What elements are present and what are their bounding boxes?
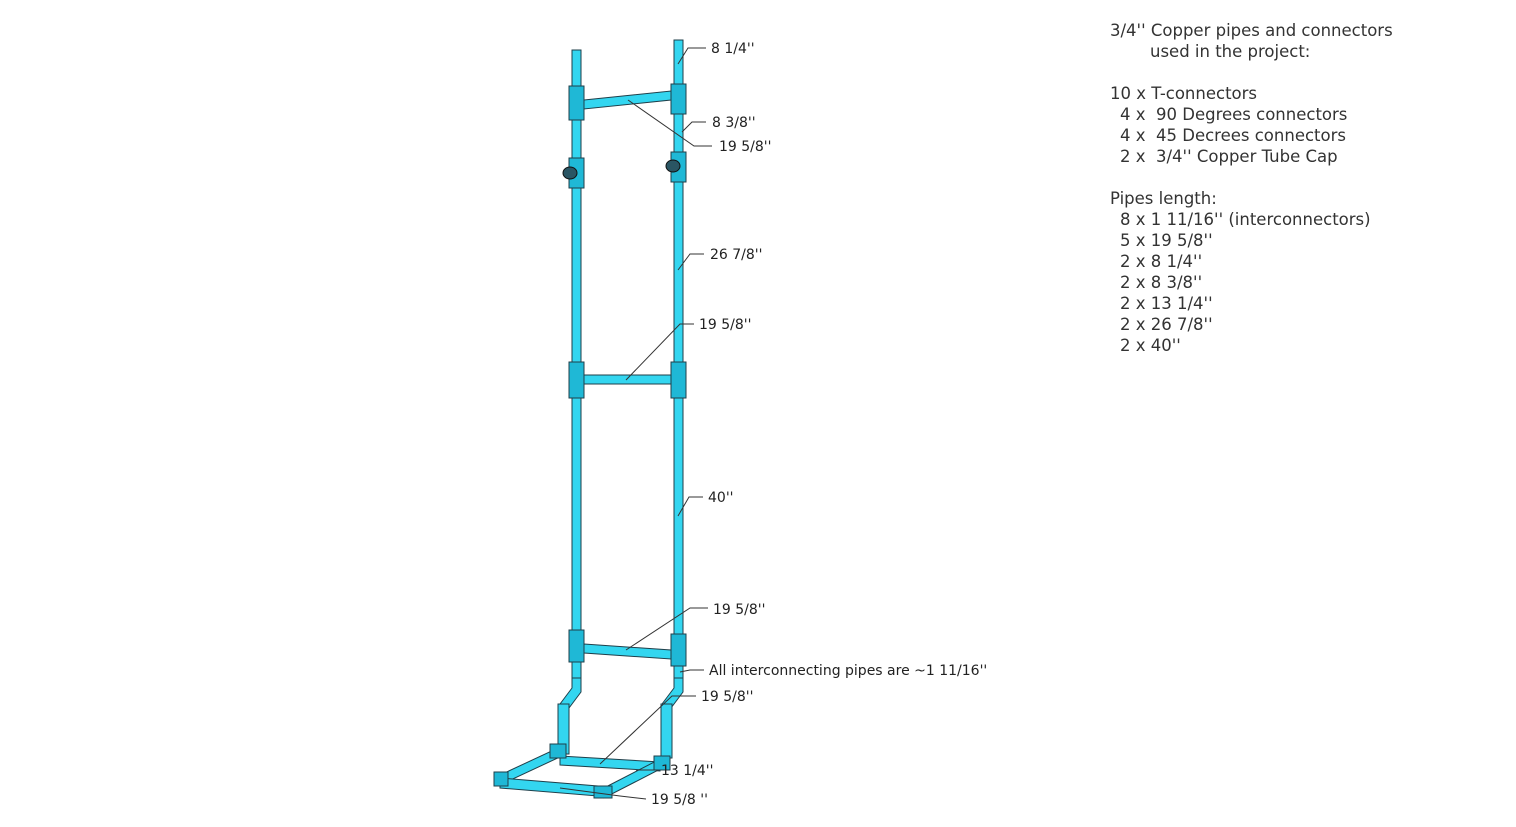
label-top-rung: 19 5/8'' (719, 139, 772, 155)
leader-line (681, 121, 706, 133)
leader-line (559, 787, 647, 800)
t-connector (568, 361, 585, 399)
t-connector (568, 629, 585, 663)
connector-item: 10 x T-connectors (1110, 84, 1258, 103)
leader-line (677, 496, 703, 517)
lower-rung (583, 643, 672, 660)
left-long-pipe (571, 395, 582, 633)
pipe-item: 8 x 1 11/16'' (interconnectors) (1120, 210, 1371, 229)
pipe-item: 2 x 40'' (1120, 336, 1181, 355)
elbow-connector (549, 743, 567, 759)
middle-rung (583, 374, 672, 385)
left-lower-pipe (571, 659, 582, 681)
t-connector (670, 633, 687, 667)
elbow-connector (593, 785, 613, 799)
label-interconnect-note: All interconnecting pipes are ~1 11/16'' (709, 663, 987, 679)
leader-line (599, 695, 696, 765)
pipes-heading: Pipes length: (1110, 189, 1217, 208)
left-upper-pipe (571, 117, 582, 161)
dimension-labels: 8 1/4'' 8 3/8'' 19 5/8'' 26 7/8'' 19 5/8… (651, 41, 987, 808)
leader-line (677, 47, 706, 65)
label-mid-upper-pipe: 26 7/8'' (710, 247, 763, 263)
leader-line (677, 253, 704, 271)
spacer (1110, 62, 1490, 83)
leader-line (625, 607, 708, 651)
copper-pipe-frame (493, 39, 687, 799)
label-top-pipe: 8 1/4'' (711, 41, 755, 57)
label-upper-pipe: 8 3/8'' (712, 115, 756, 131)
right-bend-pipe (660, 703, 673, 759)
elbow-connector (653, 755, 671, 771)
t-connector (568, 85, 585, 121)
label-base-rung: 19 5/8'' (701, 689, 754, 705)
label-long-pipe: 40'' (708, 490, 734, 506)
pipe-item: 2 x 8 3/8'' (1120, 273, 1203, 292)
leader-lines (559, 47, 712, 800)
leader-line (627, 99, 712, 147)
notes-title-line1: 3/4'' Copper pipes and connectors (1110, 21, 1393, 40)
connector-item: 4 x 90 Degrees connectors (1120, 105, 1348, 124)
right-mid-pipe (673, 179, 684, 365)
notes-title-line2: used in the project: (1150, 42, 1311, 61)
connector-item: 4 x 45 Decrees connectors (1120, 126, 1346, 145)
pipe-item: 2 x 13 1/4'' (1120, 294, 1213, 313)
parts-notes: 3/4'' Copper pipes and connectors used i… (1110, 20, 1490, 356)
t-connector (670, 361, 687, 399)
leader-line (625, 323, 694, 381)
pipe-item: 2 x 8 1/4'' (1120, 252, 1203, 271)
connector-item: 2 x 3/4'' Copper Tube Cap (1120, 147, 1338, 166)
pipe-item: 2 x 26 7/8'' (1120, 315, 1213, 334)
left-top-pipe (571, 49, 582, 91)
top-rung (583, 90, 672, 110)
tube-cap-right (665, 159, 681, 173)
elbow-connector (493, 771, 509, 787)
t-connector (670, 83, 687, 115)
label-lower-rung: 19 5/8'' (713, 602, 766, 618)
left-mid-pipe (571, 184, 582, 364)
pipe-item: 5 x 19 5/8'' (1120, 231, 1213, 250)
label-side-pipe: 13 1/4'' (661, 763, 714, 779)
label-middle-rung: 19 5/8'' (699, 317, 752, 333)
label-front-rung: 19 5/8 '' (651, 792, 708, 808)
tube-cap-left (562, 166, 578, 180)
spacer (1110, 167, 1490, 188)
base-back-rung (559, 755, 661, 772)
leader-line (679, 669, 704, 673)
